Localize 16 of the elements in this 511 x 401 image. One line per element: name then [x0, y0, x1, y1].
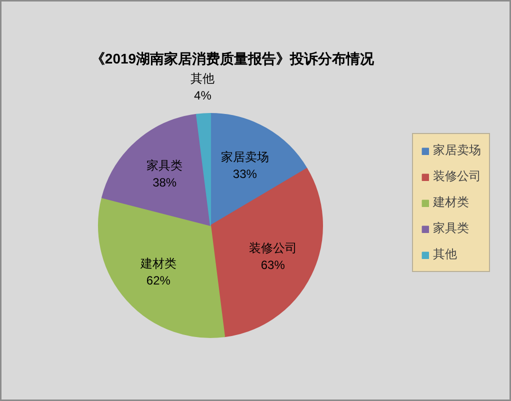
data-label: 38%: [152, 175, 177, 190]
slice-label: 装修公司: [248, 241, 297, 256]
slice-label: 建材类: [139, 256, 176, 270]
data-label: 63%: [260, 258, 286, 272]
legend-label: 建材类: [433, 194, 469, 211]
legend-label: 家具类: [433, 220, 469, 237]
slice-label: 家具类: [146, 158, 183, 172]
data-label: 33%: [232, 167, 258, 182]
slice-label: 其他: [190, 72, 215, 86]
legend-label: 装修公司: [433, 168, 481, 185]
legend-label: 家居卖场: [433, 142, 481, 159]
slice-label: 家居卖场: [220, 150, 269, 164]
chart-title: 《2019湖南家居消费质量报告》投诉分布情况: [90, 50, 376, 66]
data-label: 4%: [194, 88, 212, 103]
data-label: 62%: [146, 273, 171, 288]
legend-label: 其他: [433, 246, 457, 263]
